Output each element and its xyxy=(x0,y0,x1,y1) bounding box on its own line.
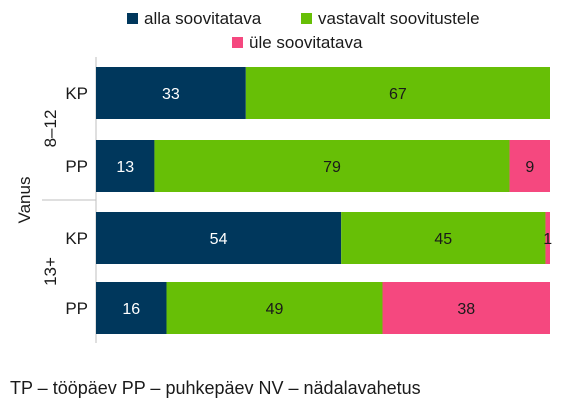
bar-segment xyxy=(96,67,246,119)
bar-segment xyxy=(96,212,342,264)
legend-label: alla soovitatava xyxy=(144,9,262,28)
footnote: TP – tööpäev PP – puhkepäev NV – nädalav… xyxy=(10,378,421,398)
data-label: 38 xyxy=(457,301,475,318)
axis-title: Vanus xyxy=(15,177,34,224)
row-label: PP xyxy=(65,299,88,318)
data-label: 1 xyxy=(543,231,552,248)
data-label: 79 xyxy=(323,159,341,176)
data-label: 13 xyxy=(116,159,134,176)
bar-segment xyxy=(96,140,155,192)
data-label: 16 xyxy=(122,301,140,318)
legend-swatch xyxy=(127,13,138,24)
bar-segment xyxy=(509,140,550,192)
bar-segment xyxy=(382,282,550,334)
legend-label: vastavalt soovitustele xyxy=(318,9,480,28)
legend-swatch xyxy=(232,37,243,48)
bar-segment xyxy=(154,140,510,192)
row-label: PP xyxy=(65,157,88,176)
legend-swatch xyxy=(301,13,312,24)
data-label: 9 xyxy=(525,159,534,176)
data-label: 67 xyxy=(389,86,407,103)
bar-segment xyxy=(545,212,550,264)
stacked-bar-chart: alla soovitatava vastavalt soovitustele ül… xyxy=(15,9,552,343)
data-label: 33 xyxy=(162,86,180,103)
data-label: 54 xyxy=(210,231,228,248)
group-label: 8–12 xyxy=(41,110,60,148)
bar-segment xyxy=(96,282,167,334)
bar-segment xyxy=(245,67,550,119)
row-label: KP xyxy=(65,84,88,103)
bar-segment xyxy=(166,282,383,334)
row-label: KP xyxy=(65,229,88,248)
legend-label: üle soovitatava xyxy=(249,33,363,52)
group-label: 13+ xyxy=(41,257,60,286)
data-label: 45 xyxy=(434,231,452,248)
bar-segment xyxy=(341,212,546,264)
data-label: 49 xyxy=(266,301,284,318)
